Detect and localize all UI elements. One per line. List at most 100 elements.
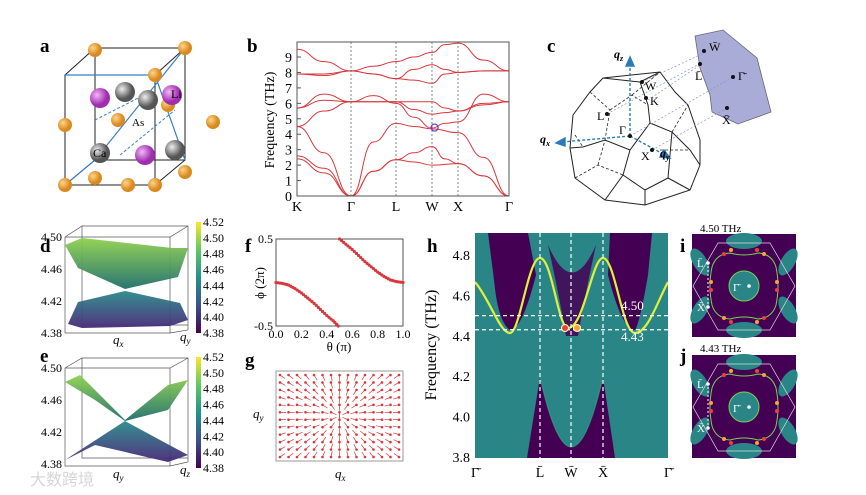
vector-head	[389, 381, 392, 384]
colorbar-tick-label: 4.52	[203, 215, 224, 229]
plot-frame	[275, 238, 404, 327]
iso-frequency-map	[690, 233, 798, 338]
vector-head	[338, 388, 341, 392]
unit-cell-box	[64, 47, 186, 186]
vector-head	[397, 418, 401, 422]
vector-head	[372, 396, 375, 399]
vector-head	[312, 373, 316, 377]
phase-point	[306, 296, 310, 300]
z-tick-label: 4.42	[41, 294, 62, 308]
svg-text:qz: qz	[614, 47, 624, 63]
vector-head	[389, 418, 392, 422]
phonon-band	[296, 122, 510, 197]
vector-head	[397, 410, 401, 414]
vector-head	[363, 425, 367, 429]
vector-head	[304, 403, 307, 407]
y-tick-label: 1	[285, 175, 292, 190]
phase-points	[274, 237, 405, 328]
vector-head	[346, 403, 350, 407]
li-label: Li	[171, 87, 182, 101]
x-tick-label: Γ	[505, 200, 513, 215]
vector-head	[397, 396, 401, 399]
y-tick-label: 4	[285, 128, 292, 143]
vector-head	[380, 403, 384, 407]
as-atom	[58, 178, 72, 192]
as-atom	[58, 118, 72, 132]
vector-head	[338, 381, 341, 384]
vector-head	[304, 388, 307, 392]
vector-head	[312, 440, 316, 444]
vector-head	[295, 381, 299, 384]
vector-head	[321, 381, 324, 384]
vector-head	[397, 455, 401, 459]
z-tick-label: 4.50	[41, 361, 62, 375]
vector-head	[295, 425, 299, 429]
qy-arrow-icon	[658, 148, 672, 159]
lower-band-surface	[65, 421, 188, 462]
colorbar-tick-label: 4.52	[203, 350, 224, 364]
map-title: 4.43 THz	[700, 343, 741, 355]
colorbar	[196, 357, 201, 468]
phase-point	[367, 263, 371, 267]
as-atom	[206, 115, 220, 129]
vector-head	[321, 440, 324, 444]
vector-head	[338, 396, 341, 399]
vector-head	[321, 433, 324, 436]
phase-point	[350, 247, 354, 252]
vector-head	[389, 433, 392, 436]
panel-e-surface-plot: e 4.38 4.42 4.46 4.50 qy qz 4.52 4.50 4.48 4.4…	[40, 346, 224, 483]
vector-head	[355, 418, 358, 422]
label-l: L̄	[697, 258, 704, 270]
svg-text:qy: qy	[660, 146, 670, 162]
vector-head	[355, 403, 358, 407]
panel-h-surface-spectrum: h 4.50 4.43 4.84.64.44.24.03.8Γ̄ L̄ W̄ X̄ Γ̄…	[423, 233, 675, 481]
vector-head	[304, 381, 307, 384]
vector-head	[355, 373, 358, 377]
vector-head	[304, 418, 307, 422]
vector-head	[355, 440, 358, 444]
y-tick-label: 7	[285, 82, 292, 97]
vector-head	[389, 455, 392, 459]
vector-head	[287, 388, 290, 392]
y-tick-label: 4.0	[453, 411, 471, 426]
vector-head	[329, 388, 333, 392]
x-tick-label: Γ̄	[471, 466, 482, 481]
vector-head	[355, 381, 358, 384]
x-tick-label: W̄	[564, 466, 578, 481]
y-tick-label: 0.5	[258, 232, 273, 246]
vector-head	[346, 396, 350, 399]
vector-head	[338, 418, 341, 422]
colorbar-tick-label: 4.42	[203, 429, 224, 443]
as-atom	[148, 178, 162, 192]
vector-head	[329, 425, 333, 429]
vector-head	[278, 455, 282, 459]
vector-head	[304, 440, 307, 444]
x-tick-label: Γ	[347, 200, 355, 215]
panel-label-f: f	[245, 236, 252, 257]
vector-head	[321, 455, 324, 459]
vector-head	[363, 373, 367, 377]
phase-point	[361, 257, 365, 262]
weyl-point	[561, 324, 569, 332]
vector-head	[338, 440, 341, 444]
ca-atom	[115, 82, 135, 102]
vector-head	[278, 418, 282, 422]
vector-head	[355, 448, 358, 451]
phase-point	[320, 309, 325, 314]
as-atom	[121, 178, 135, 192]
vector-head	[397, 425, 401, 429]
vector-head	[312, 388, 316, 392]
vector-head	[338, 373, 341, 377]
phonon-band	[297, 64, 509, 80]
vector-head	[321, 373, 324, 377]
phase-point	[304, 294, 308, 299]
colorbar-tick-label: 4.38	[203, 461, 224, 475]
panel-label-h: h	[427, 236, 438, 257]
z-tick-label: 4.46	[41, 393, 62, 407]
vector-head	[355, 396, 358, 399]
phase-point	[336, 324, 340, 328]
point-k: K	[650, 94, 659, 108]
svg-text:qx: qx	[540, 132, 550, 148]
vector-head	[338, 455, 341, 459]
